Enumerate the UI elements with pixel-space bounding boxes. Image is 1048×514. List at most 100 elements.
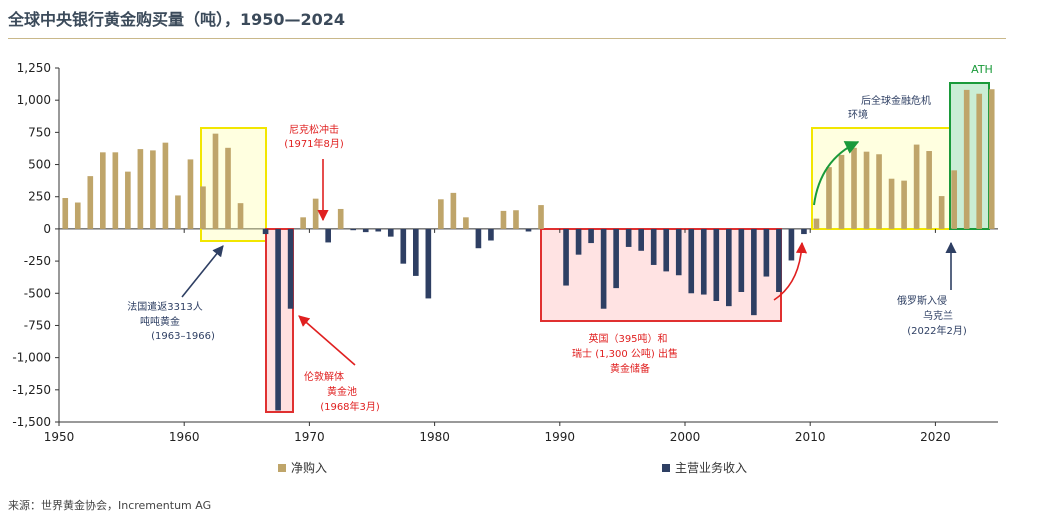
net-purchase-bar-1970 [312,198,319,229]
sales-bar-1992 [588,228,594,244]
legend-net-label: 净购入 [291,461,328,475]
x-tick-label: 1970 [294,430,325,444]
net-purchase-bar-2018 [913,144,920,229]
net-purchase-bar-2013 [851,147,857,229]
sales-bar-2003 [726,228,732,307]
net-purchase-bar-1956 [137,149,144,229]
sales-bar-2002 [713,228,720,301]
france-annotation-line3: (1963–1966) [151,331,215,342]
france-annotation-line2: 吨吨黄金 [140,315,180,328]
net-purchase-bar-1982 [463,217,469,229]
x-tick-label: 1980 [419,430,450,444]
net-purchase-bar-1964 [237,203,244,229]
sales-bar-1979 [425,228,432,299]
chart-title: 全球中央银行黄金购买量（吨），1950—2024 [8,10,346,29]
net-purchase-bar-1980 [438,199,444,229]
bars [62,89,995,411]
sales-bar-1995 [625,228,632,247]
net-purchase-bar-2021 [951,170,957,229]
sales-bar-1977 [400,228,407,264]
france-highlight-box [200,127,267,242]
sales-bar-1987 [525,228,532,232]
source-note: 来源：世界黄金协会，Incrementum AG [8,499,212,512]
legend-net-swatch [278,463,286,472]
sales-bar-2000 [688,228,695,294]
sales-bar-1999 [675,228,682,276]
sales-bar-1967 [275,228,281,411]
net-purchase-bar-1981 [450,192,457,229]
net-purchase-bar-1985 [500,210,507,229]
tick-labels: 1,250 1,000 750 500 250 0 -250 -500 -750 -1,000 -1… [12,61,950,444]
russia-annotation-line3: (2022年2月) [907,324,967,337]
x-tick-label: 1950 [44,430,75,444]
x-tick-label: 1960 [169,430,200,444]
net-purchase-bar-1969 [300,217,306,229]
net-purchase-bar-2024 [988,89,995,229]
uk-swiss-annotation-line1: 英国（395吨）和 [588,332,667,345]
legend-sales-label: 主营业务收入 [675,461,748,475]
sales-bar-1998 [663,228,670,272]
france-arrow [181,245,224,298]
y-tick-label: 750 [28,125,51,139]
london-annotation-line2: 黄金池 [327,385,357,398]
sales-bar-1973 [350,228,357,231]
nixon-annotation-line1: 尼克松冲击 [289,123,339,136]
net-purchase-bar-1959 [175,195,181,229]
sales-bar-1976 [387,228,394,237]
y-tick-label: -1,500 [12,415,51,429]
legend-sales: 主营业务收入 [662,459,747,476]
net-purchase-bar-1988 [538,205,544,229]
net-purchase-bar-1957 [150,150,156,229]
uk-swiss-annotation-line3: 黄金储备 [610,362,650,375]
sales-bar-1975 [375,228,382,232]
net-purchase-bar-2019 [926,151,932,229]
net-purchase-bar-2014 [863,151,870,229]
sales-bar-1991 [575,228,582,255]
sales-bar-2008 [788,228,795,261]
y-tick-label: -1,250 [12,383,51,397]
london-arrow [298,315,356,366]
y-tick-label: -500 [24,286,51,300]
net-purchase-bar-2010 [813,218,820,229]
net-purchase-bar-1958 [162,142,169,229]
france-annotation-line1: 法国遣返3313人 [127,300,202,313]
net-purchase-bar-1960 [187,159,194,229]
y-tick-label: 1,250 [17,61,51,75]
russia-annotation-line1: 俄罗斯入侵 [897,294,947,307]
sales-bar-2005 [751,228,757,316]
sales-bar-1997 [650,228,657,265]
ath-annotation: ATH [971,63,993,76]
sales-bar-1968 [287,228,294,309]
london-annotation-line3: (1968年3月) [320,400,380,413]
sales-bar-1983 [475,228,482,249]
sales-bar-1994 [613,228,619,289]
gfc-arrow [813,141,860,206]
x-tick-label: 2010 [795,430,826,444]
net-purchase-bar-1955 [125,171,131,229]
net-purchase-bar-1972 [337,208,344,229]
net-purchase-bar-1963 [225,147,231,229]
sales-bar-2004 [738,228,745,292]
sales-bar-2001 [700,228,707,295]
gfc-annotation-line2: 环境 [848,108,868,121]
net-purchase-bar-2020 [938,196,945,229]
sales-bar-1990 [563,228,569,286]
net-purchase-bar-1953 [100,152,106,229]
recovery-arrow [773,241,808,301]
nixon-annotation-line2: (1971年8月) [284,137,344,150]
net-purchase-bar-1961 [200,186,206,229]
net-purchase-bar-1950 [62,198,69,229]
net-purchase-bar-1962 [212,133,219,229]
y-tick-label: 500 [28,158,51,172]
y-tick-label: -250 [24,254,51,268]
sales-bar-1993 [600,228,607,309]
y-tick-label: 0 [43,222,51,236]
sales-bar-1984 [488,228,494,241]
net-purchase-bar-2016 [888,178,895,229]
net-purchase-bar-2023 [976,93,983,229]
y-tick-label: -1,000 [12,351,51,365]
sales-bar-1966 [262,228,269,235]
net-purchase-bar-2011 [826,167,832,229]
sales-bar-1996 [638,228,644,251]
